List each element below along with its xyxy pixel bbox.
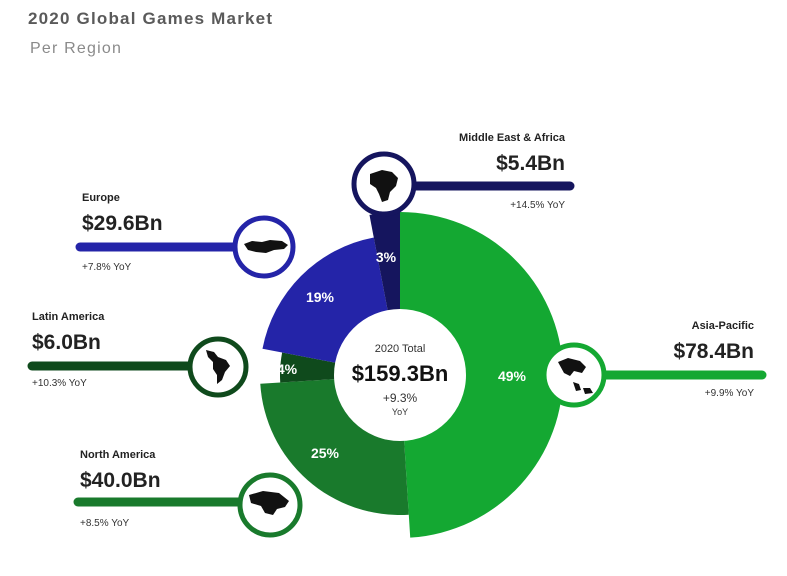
asia-pacific-value: $78.4Bn	[673, 340, 754, 363]
center-growth: +9.3%	[383, 391, 418, 405]
center-yoy: YoY	[392, 407, 408, 417]
europe-share-label: 19%	[306, 289, 335, 305]
center-label: 2020 Total	[375, 343, 426, 355]
connector-lines	[27, 181, 767, 507]
europe-yoy: +7.8% YoY	[82, 262, 132, 273]
north-america-map-icon	[237, 472, 303, 538]
chart-subtitle: Per Region	[30, 40, 123, 57]
latin-america-name: Latin America	[32, 311, 105, 323]
latin-america-value: $6.0Bn	[32, 331, 101, 354]
north-america-annotation: North America $40.0Bn +8.5% YoY	[80, 449, 161, 529]
center-total: $159.3Bn	[352, 361, 449, 386]
asia-pacific-map-icon	[541, 342, 607, 408]
asia-pacific-name: Asia-Pacific	[692, 320, 754, 332]
middle-east-africa-annotation: Middle East & Africa $5.4Bn +14.5% YoY	[459, 132, 566, 211]
latin-america-share-label: 4%	[277, 361, 298, 377]
chart-title: 2020 Global Games Market	[28, 9, 274, 28]
asia-pacific-yoy: +9.9% YoY	[705, 388, 755, 399]
europe-map-icon	[232, 215, 296, 279]
latin-america-map-icon	[187, 336, 249, 398]
europe-value: $29.6Bn	[82, 212, 163, 235]
africa-map-icon	[351, 151, 417, 217]
north-america-value: $40.0Bn	[80, 469, 161, 492]
asia-pacific-share-label: 49%	[498, 368, 527, 384]
latin-america-annotation: Latin America $6.0Bn +10.3% YoY	[32, 311, 105, 389]
north-america-yoy: +8.5% YoY	[80, 518, 130, 529]
north-america-share-label: 25%	[311, 445, 340, 461]
europe-name: Europe	[82, 192, 120, 204]
middle-east-africa-value: $5.4Bn	[496, 152, 565, 175]
pie-slice-asia-pacific	[400, 212, 564, 538]
center-circle	[334, 309, 466, 441]
middle-east-africa-yoy: +14.5% YoY	[510, 200, 565, 211]
asia-pacific-annotation: Asia-Pacific $78.4Bn +9.9% YoY	[673, 320, 754, 399]
north-america-name: North America	[80, 449, 156, 461]
middle-east-africa-share-label: 3%	[376, 249, 397, 265]
europe-annotation: Europe $29.6Bn +7.8% YoY	[82, 192, 163, 273]
middle-east-africa-name: Middle East & Africa	[459, 132, 566, 144]
latin-america-yoy: +10.3% YoY	[32, 378, 87, 389]
